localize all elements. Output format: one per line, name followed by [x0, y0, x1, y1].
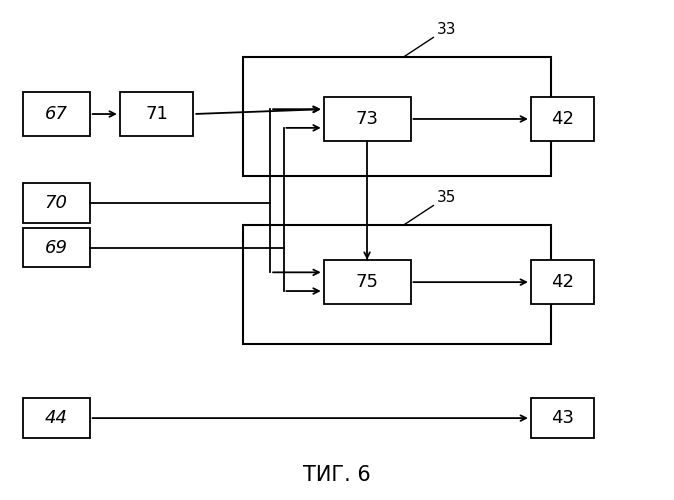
- Text: ΤИГ. 6: ΤИГ. 6: [303, 465, 371, 485]
- Text: 75: 75: [356, 273, 379, 291]
- Text: 42: 42: [551, 273, 574, 291]
- Bar: [531, 260, 594, 304]
- Bar: [120, 92, 193, 136]
- Bar: [531, 398, 594, 438]
- Bar: [531, 96, 594, 141]
- Text: 33: 33: [437, 22, 456, 38]
- Bar: [23, 398, 90, 438]
- Text: 73: 73: [356, 110, 379, 128]
- Bar: [23, 92, 90, 136]
- Text: 71: 71: [145, 105, 168, 123]
- Bar: [243, 226, 551, 344]
- Text: 42: 42: [551, 110, 574, 128]
- Bar: [23, 183, 90, 223]
- Bar: [324, 96, 410, 141]
- Bar: [324, 260, 410, 304]
- Text: 43: 43: [551, 409, 574, 427]
- Text: 70: 70: [44, 194, 68, 212]
- Bar: [243, 57, 551, 176]
- Text: 35: 35: [437, 190, 456, 206]
- Text: 67: 67: [44, 105, 68, 123]
- Text: 69: 69: [44, 238, 68, 256]
- Text: 44: 44: [44, 409, 68, 427]
- Bar: [23, 228, 90, 268]
